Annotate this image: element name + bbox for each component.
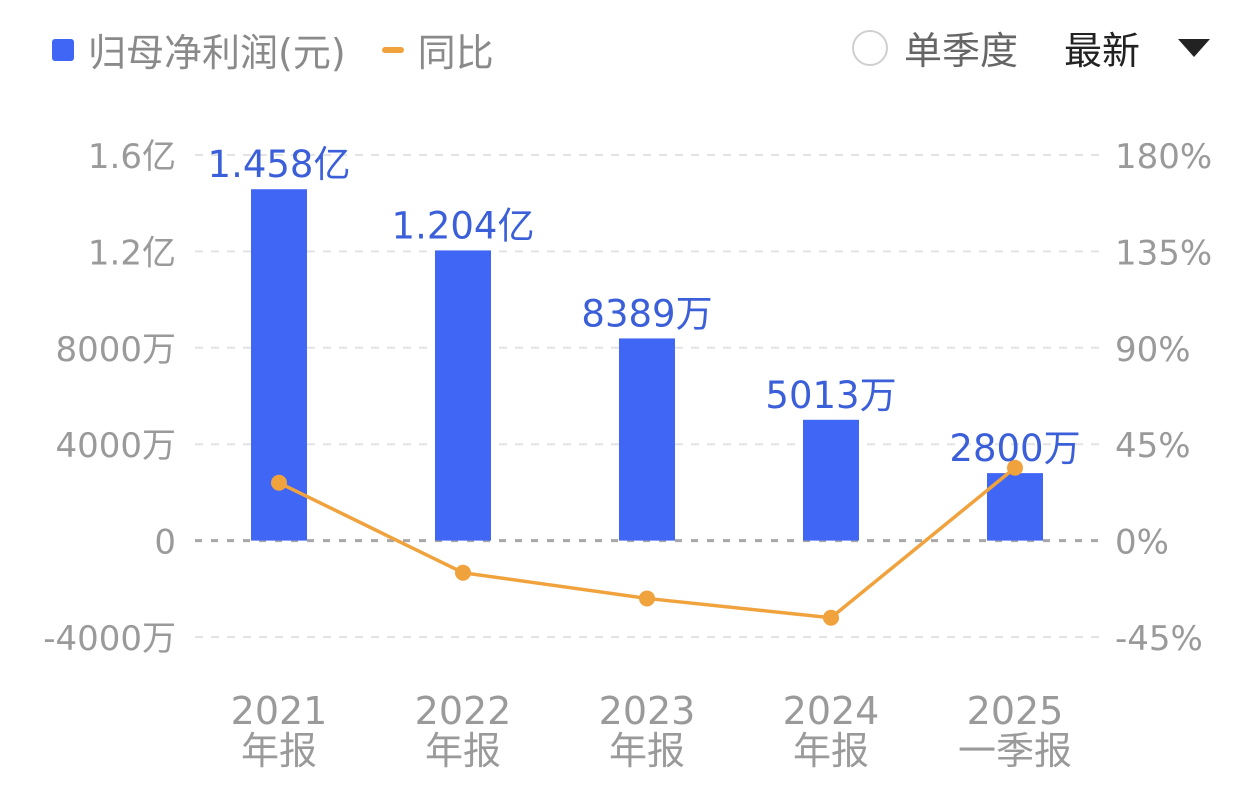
left-axis-tick-label: 0 [154,523,176,563]
right-axis-tick-label: 90% [1115,330,1191,370]
x-axis-tick-label: 2023 [599,689,696,733]
period-dropdown[interactable]: 最新 [1064,20,1210,75]
left-axis-tick-label: 8000万 [55,330,176,370]
legend-label-net-profit: 归母净利润(元) [88,31,346,75]
bar-value-label: 8389万 [581,292,712,335]
left-axis-tick-label: -4000万 [43,619,176,659]
x-axis-tick-sublabel: 一季报 [958,729,1072,773]
radio-icon[interactable] [851,29,888,66]
right-axis-tick-label: 45% [1115,426,1191,466]
legend-item-yoy: 同比 [381,22,494,77]
line-swatch-icon [381,46,404,53]
bar-swatch-icon [52,38,74,61]
legend-item-net-profit: 归母净利润(元) [52,22,346,77]
x-axis-tick-sublabel: 年报 [793,729,869,773]
chart-controls: 单季度 最新 [851,20,1210,75]
bar-value-label: 2800万 [949,427,1080,470]
x-axis-tick-label: 2024 [783,689,880,733]
yoy-point[interactable] [1007,459,1023,476]
x-axis-tick-sublabel: 年报 [425,729,501,773]
bar[interactable] [435,250,491,541]
left-axis-tick-label: 4000万 [55,426,176,466]
x-axis-tick-sublabel: 年报 [609,729,685,773]
period-dropdown-label: 最新 [1063,29,1140,73]
legend: 归母净利润(元) 同比 [52,22,530,77]
bar-value-label: 5013万 [765,374,896,417]
yoy-point[interactable] [639,590,655,607]
x-axis-tick-label: 2021 [231,689,328,733]
bar-value-label: 1.204亿 [392,204,535,247]
right-axis-tick-label: -45% [1115,619,1203,659]
bar[interactable] [619,338,675,541]
bar[interactable] [803,419,859,541]
caret-down-icon[interactable] [1178,38,1210,57]
right-axis-tick-label: 180% [1115,137,1212,177]
quarter-toggle-label: 单季度 [903,29,1018,73]
left-axis-tick-label: 1.2亿 [88,233,176,273]
x-axis-tick-label: 2025 [967,689,1064,733]
x-axis-tick-label: 2022 [415,689,512,733]
legend-label-yoy: 同比 [417,31,494,75]
yoy-point[interactable] [455,564,471,581]
bar-value-label: 1.458亿 [208,143,351,186]
right-axis-tick-label: 0% [1115,523,1169,563]
x-axis-tick-sublabel: 年报 [241,729,317,773]
quarter-toggle[interactable]: 单季度 [851,20,1018,75]
yoy-point[interactable] [271,474,287,491]
yoy-point[interactable] [823,609,839,626]
left-axis-tick-label: 1.6亿 [88,137,176,177]
right-axis-tick-label: 135% [1115,233,1212,273]
